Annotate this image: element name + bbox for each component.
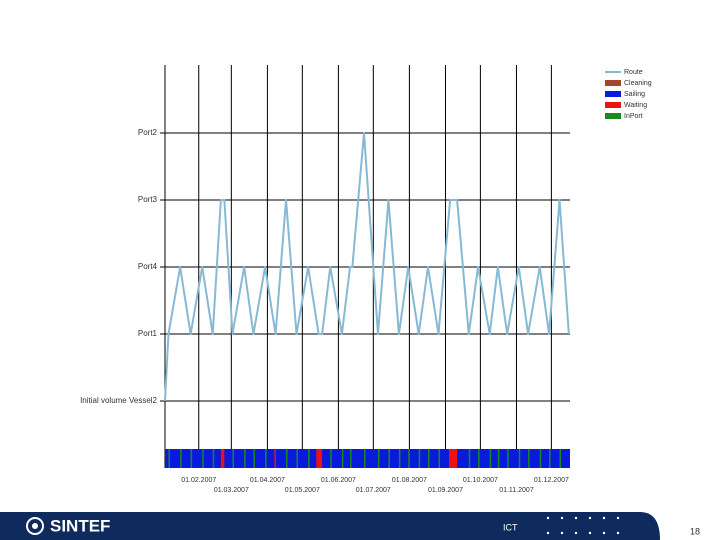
x-tick-label: 01.04.2007 xyxy=(250,477,285,484)
status-segment xyxy=(220,449,225,468)
legend-swatch xyxy=(605,102,621,108)
status-segment xyxy=(418,449,421,468)
status-segment xyxy=(350,449,352,468)
status-segment xyxy=(330,449,332,468)
status-segment xyxy=(438,449,440,468)
status-segment xyxy=(448,449,458,468)
legend-swatch xyxy=(605,80,621,86)
status-segment xyxy=(377,449,380,468)
y-tick-label: Initial volume Vessel2 xyxy=(80,396,157,405)
status-segment xyxy=(559,449,562,468)
status-segment xyxy=(212,449,215,468)
status-segment xyxy=(341,449,344,468)
legend-label: InPort xyxy=(624,113,643,120)
status-segment xyxy=(274,449,276,468)
status-segment xyxy=(202,449,204,468)
legend-swatch xyxy=(605,91,621,97)
dot-pattern xyxy=(546,516,620,535)
status-segment xyxy=(408,449,410,468)
y-tick-label: Port3 xyxy=(138,195,158,204)
x-tick-label: 01.03.2007 xyxy=(214,487,249,494)
status-segment xyxy=(265,449,267,468)
status-segment xyxy=(168,449,170,468)
status-segment xyxy=(468,449,471,468)
status-segment xyxy=(489,449,492,468)
footer-bar xyxy=(0,512,660,540)
status-segment xyxy=(518,449,521,468)
x-tick-label: 01.10.2007 xyxy=(463,477,498,484)
status-segment xyxy=(232,449,234,468)
x-tick-label: 01.05.2007 xyxy=(285,487,320,494)
x-tick-label: 01.08.2007 xyxy=(392,477,427,484)
status-segment xyxy=(180,449,182,468)
status-segment xyxy=(190,449,193,468)
x-tick-label: 01.09.2007 xyxy=(428,487,463,494)
x-tick-label: 01.12.2007 xyxy=(534,477,569,484)
status-segment xyxy=(507,449,509,468)
status-segment xyxy=(253,449,255,468)
status-segment xyxy=(308,449,310,468)
y-tick-label: Port2 xyxy=(138,128,158,137)
legend-label: Waiting xyxy=(624,102,647,109)
x-tick-label: 01.11.2007 xyxy=(499,487,534,494)
status-segment xyxy=(296,449,299,468)
status-segment xyxy=(244,449,246,468)
status-segment xyxy=(428,449,430,468)
status-segment xyxy=(398,449,401,468)
status-segment xyxy=(539,449,542,468)
y-tick-label: Port1 xyxy=(138,329,158,338)
status-segment xyxy=(364,449,366,468)
legend-label: Route xyxy=(624,69,643,76)
footer: SINTEF ICT 18 xyxy=(0,512,700,540)
legend-swatch xyxy=(605,113,621,119)
status-segment xyxy=(478,449,480,468)
status-segment xyxy=(388,449,390,468)
logo-mark xyxy=(26,517,44,535)
status-segment xyxy=(549,449,551,468)
y-tick-label: Port4 xyxy=(138,262,158,271)
page-number: 18 xyxy=(690,526,700,536)
route-line xyxy=(164,132,570,402)
status-segment xyxy=(497,449,500,468)
legend-label: Cleaning xyxy=(624,80,652,87)
x-tick-label: 01.07.2007 xyxy=(356,487,391,494)
logo-mark-dot xyxy=(32,523,38,529)
status-segment xyxy=(286,449,288,468)
status-segment xyxy=(165,449,570,468)
status-segment xyxy=(528,449,530,468)
unit-label: ICT xyxy=(503,522,518,532)
status-segment xyxy=(316,449,323,468)
logo-text: SINTEF xyxy=(50,516,110,535)
x-tick-label: 01.06.2007 xyxy=(321,477,356,484)
x-tick-label: 01.02.2007 xyxy=(181,477,216,484)
legend-label: Sailing xyxy=(624,91,645,98)
